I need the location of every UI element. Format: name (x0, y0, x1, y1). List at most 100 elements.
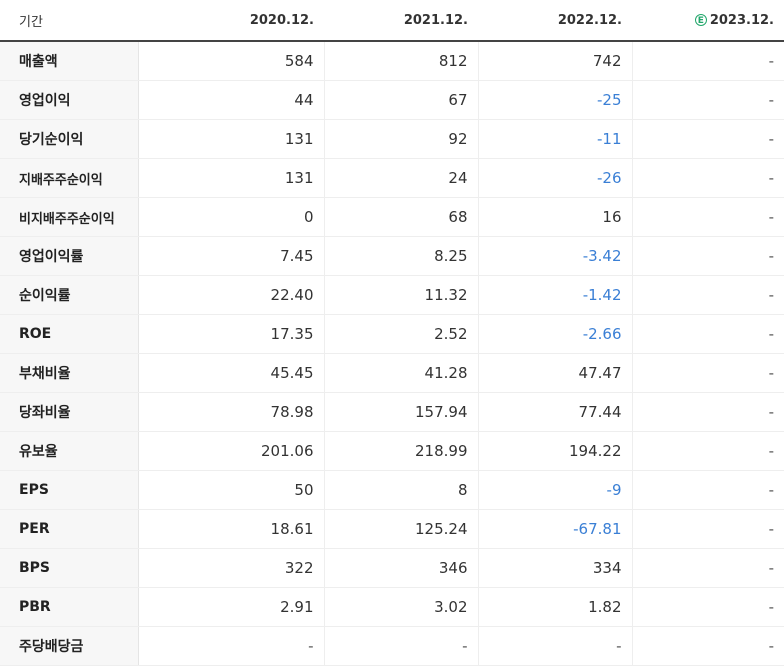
cell-value: 812 (323, 41, 478, 81)
cell-value: 322 (137, 548, 324, 588)
table-row: 지배주주순이익 131 24 -26 - (0, 158, 784, 198)
estimate-icon: E (694, 13, 707, 26)
row-label-roe: ROE (0, 314, 139, 354)
cell-value: 125.24 (323, 509, 478, 549)
cell-value: -25 (477, 80, 632, 120)
year-header-2023-label: 2023.12. (709, 12, 774, 28)
cell-value: 16 (477, 197, 632, 237)
cell-value: -1.42 (477, 275, 632, 315)
cell-value: 77.44 (477, 392, 632, 432)
table-header: 기간 2020.12. 2021.12. 2022.12. E 2023.12. (0, 0, 784, 42)
cell-value: 1.82 (477, 587, 632, 627)
cell-value: 50 (137, 470, 324, 510)
cell-value: 201.06 (137, 431, 324, 471)
cell-value: 2.52 (323, 314, 478, 354)
cell-value: 218.99 (323, 431, 478, 471)
row-label-pbr: PBR (0, 587, 139, 627)
cell-value: -26 (477, 158, 632, 198)
table-row: ROE 17.35 2.52 -2.66 - (0, 314, 784, 354)
table-row: 부채비율 45.45 41.28 47.47 - (0, 353, 784, 393)
cell-value: - (631, 587, 784, 627)
cell-value: 41.28 (323, 353, 478, 393)
cell-value: - (137, 626, 324, 666)
cell-value: 2.91 (137, 587, 324, 627)
table-row: 영업이익률 7.45 8.25 -3.42 - (0, 236, 784, 276)
cell-value: 131 (137, 119, 324, 159)
cell-value: 0 (137, 197, 324, 237)
cell-value: - (631, 236, 784, 276)
cell-value: 131 (137, 158, 324, 198)
cell-value: - (631, 119, 784, 159)
cell-value: 346 (323, 548, 478, 588)
table-row: 순이익률 22.40 11.32 -1.42 - (0, 275, 784, 315)
row-label-controlling-net-income: 지배주주순이익 (0, 158, 139, 198)
header-row: 기간 2020.12. 2021.12. 2022.12. E 2023.12. (0, 0, 784, 42)
table-row: PER 18.61 125.24 -67.81 - (0, 509, 784, 549)
row-label-operating-margin: 영업이익률 (0, 236, 139, 276)
cell-value: 8 (323, 470, 478, 510)
table-row: 유보율 201.06 218.99 194.22 - (0, 431, 784, 471)
cell-value: - (631, 275, 784, 315)
cell-value: - (631, 392, 784, 432)
table-row: 당기순이익 131 92 -11 - (0, 119, 784, 159)
year-header-2022: 2022.12. (478, 0, 632, 42)
cell-value: -11 (477, 119, 632, 159)
cell-value: -2.66 (477, 314, 632, 354)
cell-value: 334 (477, 548, 632, 588)
row-label-quick-ratio: 당좌비율 (0, 392, 139, 432)
cell-value: - (631, 509, 784, 549)
row-label-dividend-per-share: 주당배당금 (0, 626, 139, 666)
cell-value: 742 (477, 41, 632, 81)
cell-value: 194.22 (477, 431, 632, 471)
table-body: 매출액 584 812 742 - 영업이익 44 67 -25 - 당기순이익… (0, 41, 784, 666)
row-label-operating-profit: 영업이익 (0, 80, 139, 120)
cell-value: 8.25 (323, 236, 478, 276)
table-row: PBR 2.91 3.02 1.82 - (0, 587, 784, 627)
cell-value: 47.47 (477, 353, 632, 393)
year-header-2020: 2020.12. (138, 0, 324, 42)
table-row: 주당배당금 - - - - (0, 626, 784, 666)
row-label-debt-ratio: 부채비율 (0, 353, 139, 393)
cell-value: 44 (137, 80, 324, 120)
cell-value: -9 (477, 470, 632, 510)
table-row: 당좌비율 78.98 157.94 77.44 - (0, 392, 784, 432)
row-label-per: PER (0, 509, 139, 549)
cell-value: 24 (323, 158, 478, 198)
cell-value: 584 (137, 41, 324, 81)
cell-value: - (631, 314, 784, 354)
row-label-eps: EPS (0, 470, 139, 510)
cell-value: 18.61 (137, 509, 324, 549)
row-label-revenue: 매출액 (0, 41, 139, 81)
cell-value: - (631, 548, 784, 588)
cell-value: - (477, 626, 632, 666)
cell-value: - (631, 41, 784, 81)
row-label-reserve-ratio: 유보율 (0, 431, 139, 471)
cell-value: 45.45 (137, 353, 324, 393)
row-label-noncontrolling-net-income: 비지배주주순이익 (0, 197, 139, 237)
cell-value: - (631, 80, 784, 120)
cell-value: - (631, 431, 784, 471)
cell-value: 92 (323, 119, 478, 159)
table-row: 비지배주주순이익 0 68 16 - (0, 197, 784, 237)
cell-value: -3.42 (477, 236, 632, 276)
cell-value: - (323, 626, 478, 666)
table-row: EPS 50 8 -9 - (0, 470, 784, 510)
table-row: 매출액 584 812 742 - (0, 41, 784, 81)
cell-value: - (631, 353, 784, 393)
row-label-net-margin: 순이익률 (0, 275, 139, 315)
cell-value: - (631, 626, 784, 666)
cell-value: 11.32 (323, 275, 478, 315)
cell-value: 78.98 (137, 392, 324, 432)
table-row: 영업이익 44 67 -25 - (0, 80, 784, 120)
table-row: BPS 322 346 334 - (0, 548, 784, 588)
cell-value: - (631, 158, 784, 198)
cell-value: 68 (323, 197, 478, 237)
cell-value: 3.02 (323, 587, 478, 627)
cell-value: - (631, 470, 784, 510)
row-label-bps: BPS (0, 548, 139, 588)
cell-value: 67 (323, 80, 478, 120)
period-header: 기간 (0, 0, 138, 42)
row-label-net-income: 당기순이익 (0, 119, 139, 159)
cell-value: 22.40 (137, 275, 324, 315)
